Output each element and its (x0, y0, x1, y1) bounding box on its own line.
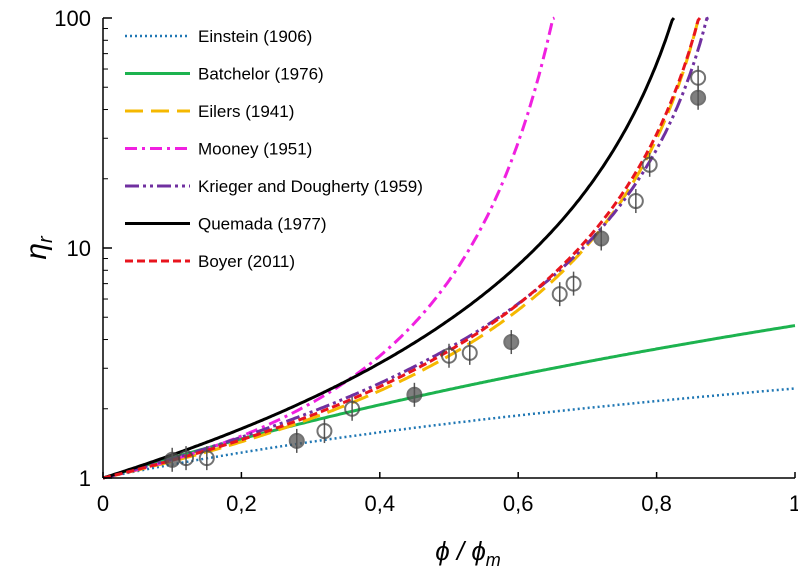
data-point (164, 451, 181, 468)
data-point (461, 344, 478, 361)
x-axis-label-sub: m (486, 550, 501, 570)
legend-label-kd: Krieger and Dougherty (1959) (198, 177, 423, 196)
y-tick-label: 1 (79, 466, 91, 491)
data-point (441, 347, 457, 364)
legend-label-einstein: Einstein (1906) (198, 27, 312, 46)
plot-area (103, 18, 795, 478)
legend-label-batchelor: Batchelor (1976) (198, 65, 324, 84)
x-tick-label: 0 (97, 491, 109, 516)
legend-label-boyer: Boyer (2011) (198, 252, 295, 271)
data-point (503, 334, 520, 351)
data-point (551, 286, 568, 303)
x-tick-label: 0,6 (503, 491, 534, 516)
data-point (690, 69, 707, 86)
data-point (316, 423, 333, 440)
y-tick-label: 100 (54, 6, 91, 31)
data-point (288, 432, 305, 449)
data-point (593, 230, 610, 247)
y-axis-label-sub: r (35, 235, 57, 243)
x-tick-label: 0,2 (226, 491, 257, 516)
series-line-eilers (102, 16, 701, 480)
y-axis-label: ηr (20, 235, 57, 260)
series-line-kd (102, 16, 709, 480)
data-point (565, 275, 582, 292)
legend-label-quemada: Quemada (1977) (198, 215, 327, 234)
series-line-batchelor (102, 324, 796, 480)
plot-background (103, 18, 795, 478)
x-tick-label: 1 (789, 491, 798, 516)
x-tick-label: 0,8 (641, 491, 672, 516)
y-tick-label: 10 (67, 236, 91, 261)
data-point (406, 386, 423, 403)
y-axis-label-main: η (20, 243, 53, 260)
legend: Einstein (1906) Batchelor (1976) Eilers (1… (125, 27, 423, 271)
data-point (178, 450, 195, 467)
legend-label-eilers: Eilers (1941) (198, 102, 294, 121)
data-point (198, 450, 215, 467)
data-point (627, 193, 644, 210)
data-point (690, 89, 707, 106)
legend-label-mooney: Mooney (1951) (198, 140, 312, 159)
series-line-einstein (102, 387, 796, 480)
series-line-quemada (102, 17, 676, 480)
data-point (641, 156, 658, 173)
points-layer (164, 65, 707, 472)
data-point (344, 400, 361, 417)
x-tick-label: 0,4 (365, 491, 396, 516)
x-axis-label-main: ϕ / ϕ (435, 536, 486, 566)
axes-layer: 0 0,2 0,4 0,6 0,8 1 1 10 100 (54, 6, 798, 516)
x-axis-label: ϕ / ϕm (435, 536, 501, 570)
